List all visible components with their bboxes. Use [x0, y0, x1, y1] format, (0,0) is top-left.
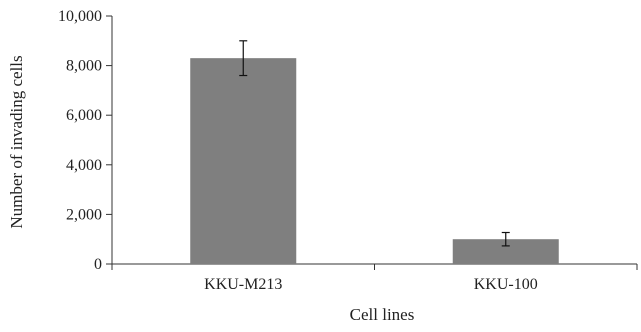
- bars: [190, 58, 559, 264]
- error-bars: [239, 40, 510, 247]
- y-tick-label: 6,000: [66, 107, 102, 124]
- x-tick-label: KKU-M213: [204, 276, 282, 293]
- y-tick-label: 2,000: [66, 206, 102, 223]
- x-axis-label: Cell lines: [350, 305, 415, 324]
- y-axis: 0 2,000 4,000 6,000 8,000 10,000: [58, 8, 113, 273]
- x-axis: KKU-M213 KKU-100: [111, 263, 638, 293]
- y-tick-label: 4,000: [66, 157, 102, 174]
- x-tick-label: KKU-100: [474, 276, 538, 293]
- y-tick-label: 10,000: [58, 8, 102, 25]
- bar: [190, 58, 297, 264]
- y-tick-label: 8,000: [66, 58, 102, 75]
- y-tick-label: 0: [94, 256, 102, 273]
- y-axis-label: Number of invading cells: [7, 55, 26, 228]
